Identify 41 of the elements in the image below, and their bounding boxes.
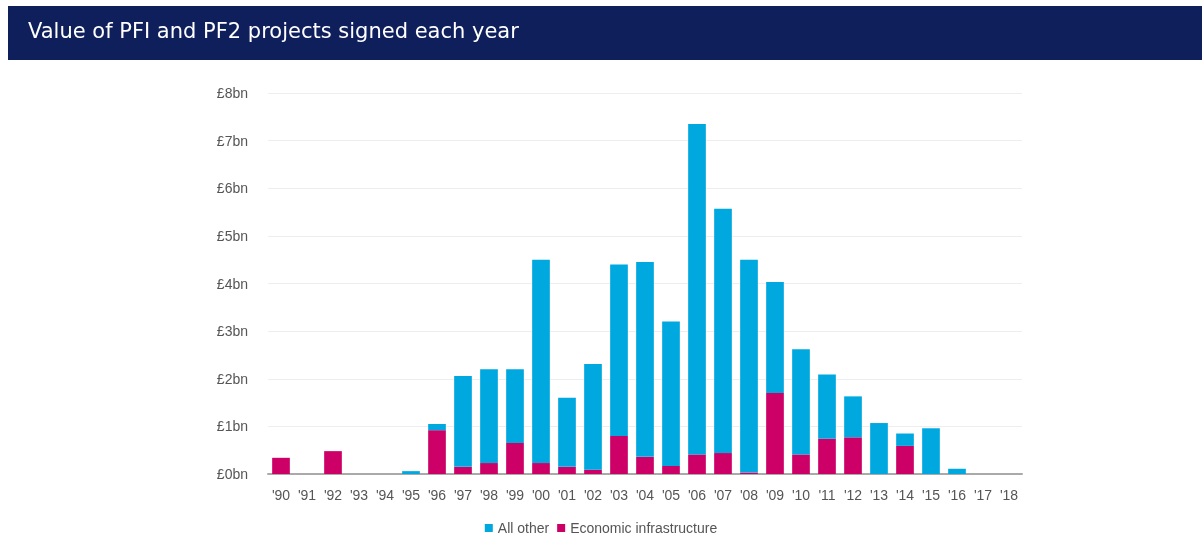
x-tick-label: '96 <box>427 487 447 503</box>
x-tick-label: '14 <box>895 487 915 503</box>
x-tick-label: '98 <box>479 487 499 503</box>
x-tick-label: '05 <box>661 487 681 503</box>
x-tick-label: '97 <box>453 487 473 503</box>
x-tick-label: '01 <box>557 487 577 503</box>
x-tick-label: '09 <box>765 487 785 503</box>
x-tick-label: '18 <box>999 487 1019 503</box>
y-tick-label: £4bn <box>216 275 248 292</box>
x-tick-label: '92 <box>323 487 343 503</box>
x-tick-label: '04 <box>635 487 655 503</box>
x-tick-label: '94 <box>375 487 395 503</box>
x-tick-label: '07 <box>713 487 733 503</box>
y-tick-label: £7bn <box>216 132 248 149</box>
x-tick-label: '93 <box>349 487 369 503</box>
chart-title: Value of PFI and PF2 projects signed each year <box>28 19 519 43</box>
y-tick-label: £8bn <box>216 85 248 101</box>
x-tick-label: '10 <box>791 487 811 503</box>
x-tick-label: '12 <box>843 487 863 503</box>
y-tick-label: £6bn <box>216 180 248 197</box>
x-tick-label: '13 <box>869 487 889 503</box>
legend-label: Economic infrastructure <box>570 520 718 536</box>
x-tick-label: '90 <box>271 487 291 503</box>
x-tick-label: '17 <box>973 487 993 503</box>
y-tick-label: £2bn <box>216 370 248 387</box>
legend-label: All other <box>497 520 550 536</box>
y-tick-label: £1bn <box>216 418 248 435</box>
x-tick-label: '11 <box>818 487 836 503</box>
y-tick-label: £5bn <box>216 227 248 244</box>
x-tick-label: '02 <box>583 487 603 503</box>
x-tick-label: '15 <box>921 487 941 503</box>
y-tick-label: £3bn <box>216 323 248 340</box>
x-tick-label: '16 <box>947 487 967 503</box>
x-tick-label: '06 <box>687 487 707 503</box>
y-tick-label: £0bn <box>216 466 248 482</box>
x-tick-label: '91 <box>297 487 317 503</box>
x-tick-label: '03 <box>609 487 629 503</box>
x-tick-label: '99 <box>505 487 525 503</box>
x-tick-label: '95 <box>401 487 421 503</box>
x-tick-label: '08 <box>739 487 759 503</box>
x-tick-label: '00 <box>531 487 551 503</box>
